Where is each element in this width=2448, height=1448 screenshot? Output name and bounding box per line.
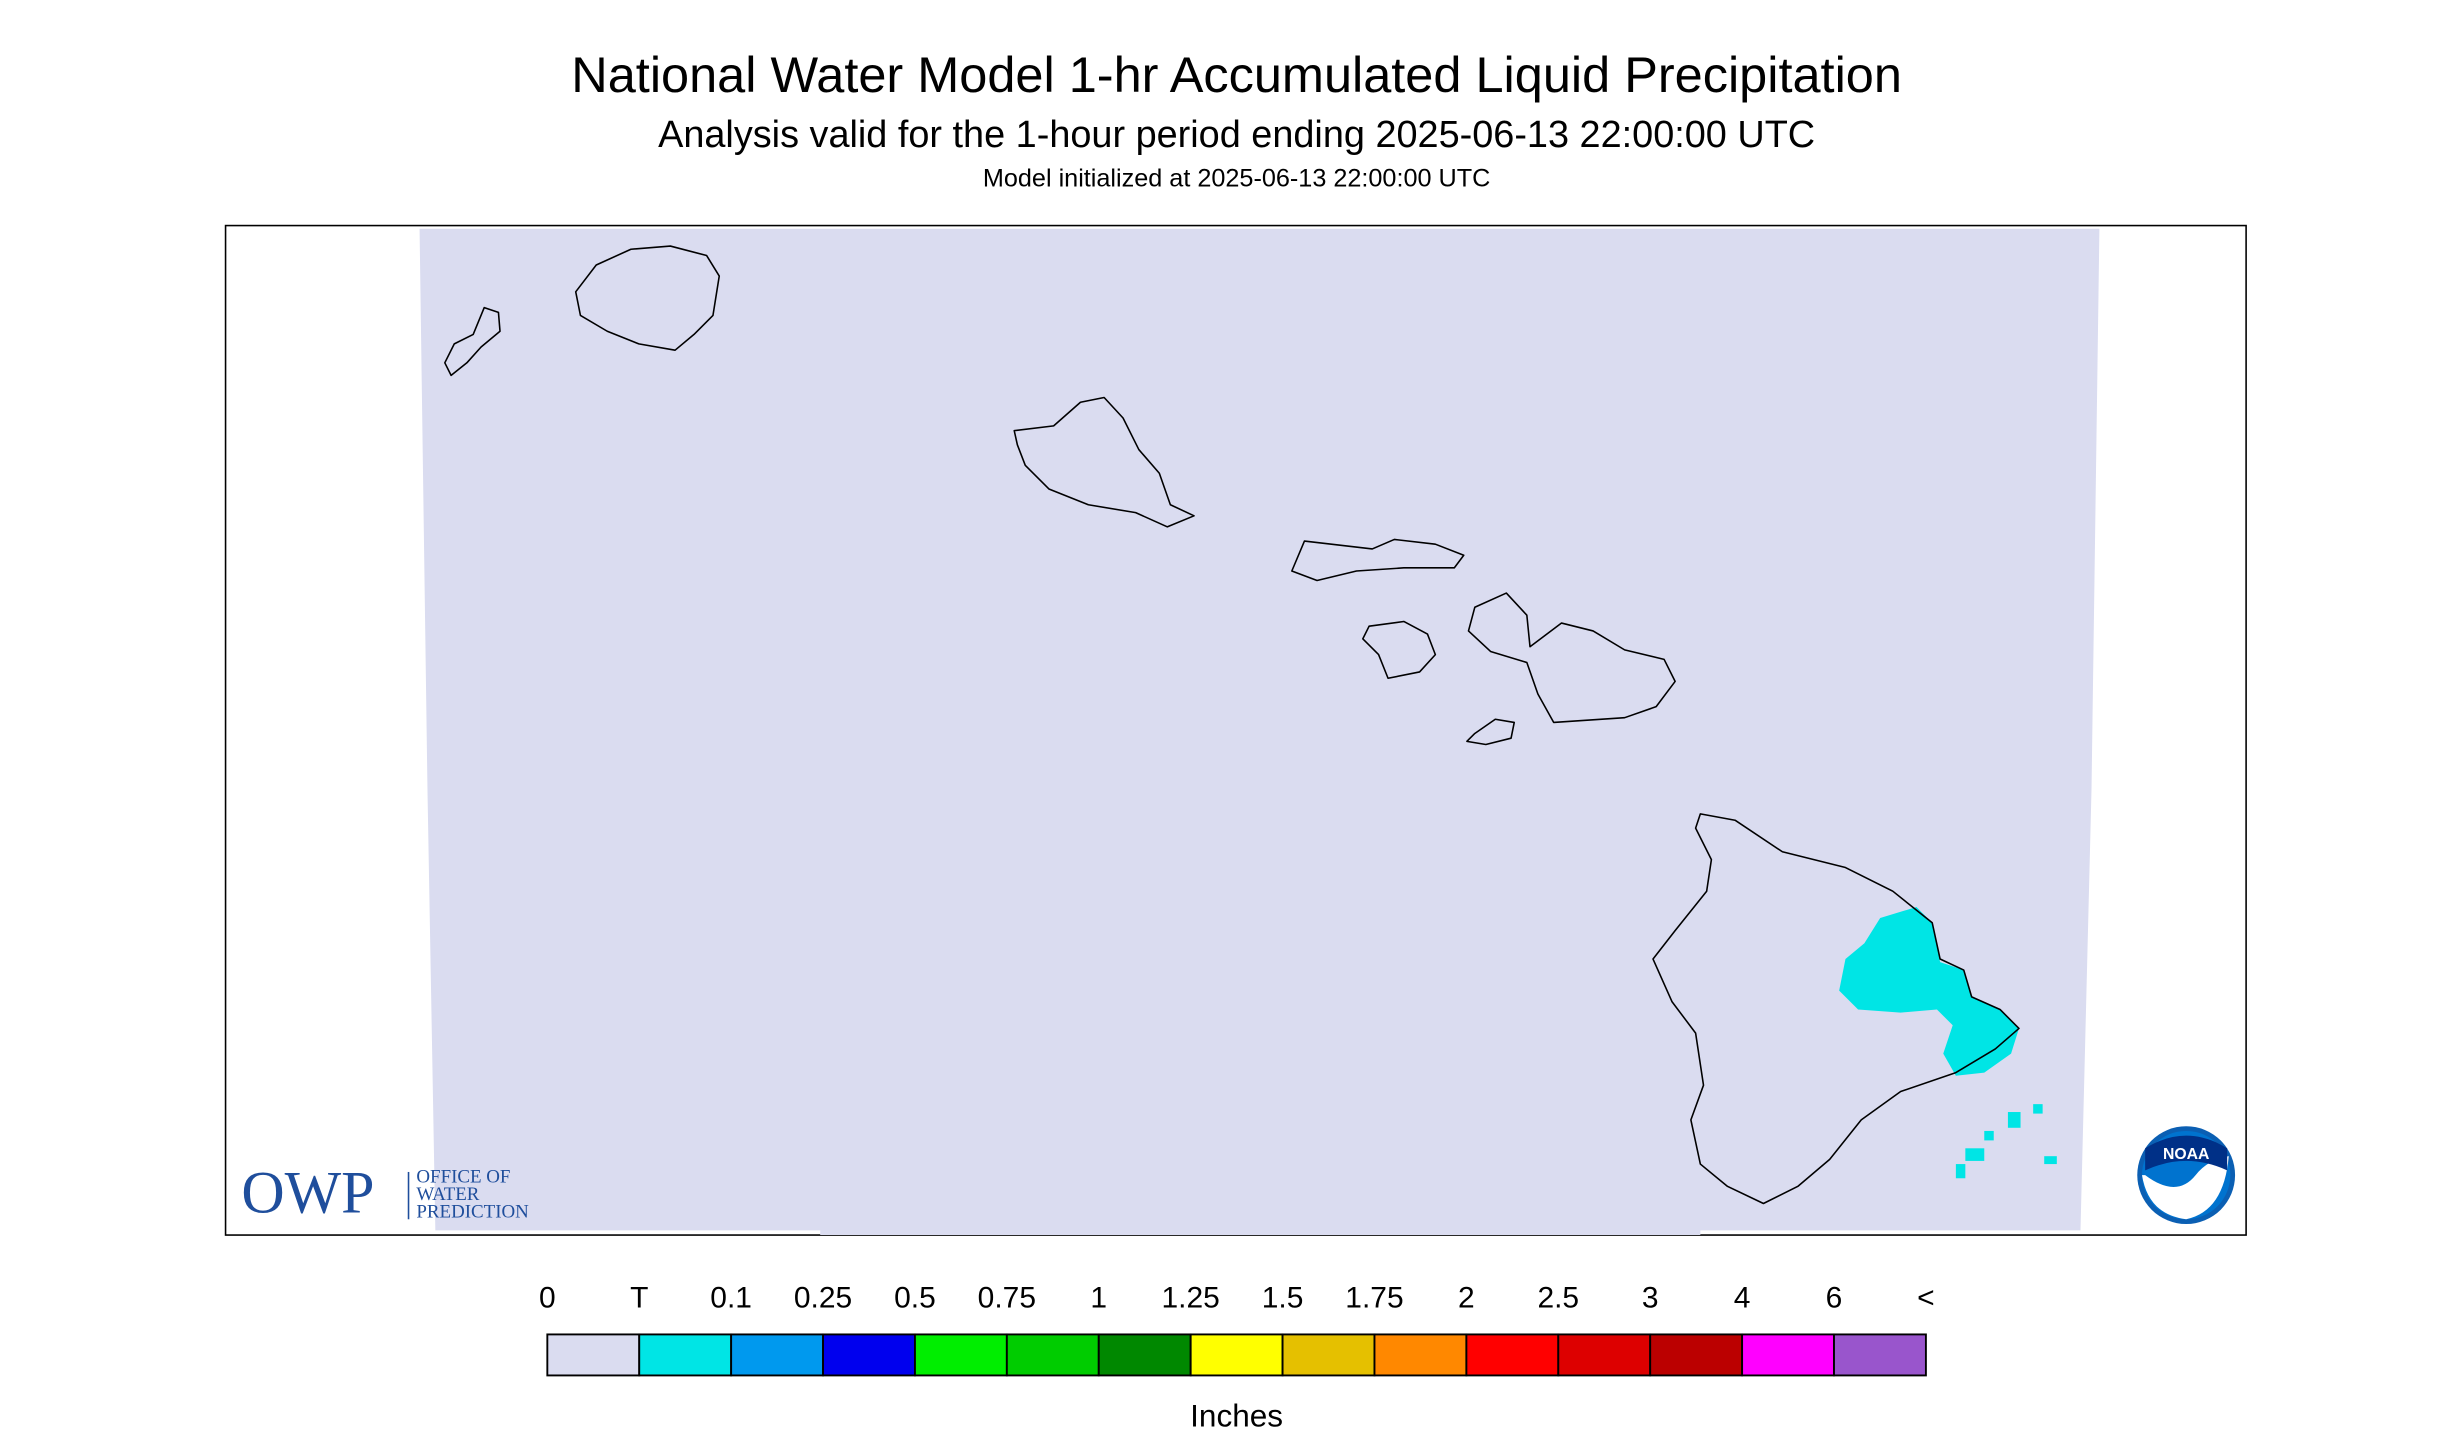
legend-swatch [1373, 1333, 1468, 1377]
precip-patch [2044, 1156, 2057, 1165]
noaa-bird [2142, 1156, 2229, 1220]
legend-swatch [546, 1333, 641, 1377]
legend-swatch [1097, 1333, 1192, 1377]
legend-label: 1 [1090, 1282, 1107, 1315]
legend-swatch [1741, 1333, 1835, 1377]
legend-label: 0 [539, 1282, 556, 1315]
precip-patch [1955, 1164, 1966, 1179]
legend-label: 0.25 [794, 1282, 852, 1315]
hawaii [1652, 813, 2020, 1205]
precip-areas [1839, 906, 2057, 1179]
legend-label: 0.5 [894, 1282, 936, 1315]
precip-patch [1965, 1148, 1985, 1161]
legend-swatch [638, 1333, 733, 1377]
islands [444, 245, 2020, 1205]
legend-swatch [730, 1333, 824, 1377]
legend-swatch [1833, 1333, 1927, 1377]
legend-swatch [822, 1333, 916, 1377]
precip-patch [2033, 1104, 2043, 1114]
title: National Water Model 1-hr Accumulated Li… [571, 46, 1902, 103]
legend-swatch [1649, 1333, 1744, 1377]
legend-label: 6 [1826, 1282, 1843, 1315]
noaa-logo: NOAA [2137, 1126, 2236, 1225]
owp-line: WATER [416, 1184, 479, 1205]
molokai [1291, 538, 1465, 582]
legend-label: 1.75 [1345, 1282, 1403, 1315]
owp-wordmark: OWP [241, 1160, 374, 1226]
legend-swatch [1189, 1333, 1284, 1377]
noaa-band [2145, 1135, 2228, 1171]
init-note: Model initialized at 2025-06-13 22:00:00… [983, 164, 1490, 192]
legend-unit: Inches [1190, 1397, 1283, 1433]
legend-label: 3 [1642, 1282, 1659, 1315]
legend-swatch [914, 1333, 1008, 1377]
legend-label: 2.5 [1537, 1282, 1579, 1315]
owp-line: OFFICE OF [416, 1167, 510, 1188]
legend-label: 4 [1734, 1282, 1751, 1315]
precip-patch [1839, 906, 2019, 1076]
legend-label: T [630, 1282, 648, 1315]
data-domain [419, 228, 2100, 1236]
kahoolawe [1466, 718, 1516, 746]
legend-label: 0.1 [710, 1282, 752, 1315]
legend-swatch [1465, 1333, 1560, 1377]
subtitle: Analysis valid for the 1-hour period end… [658, 114, 1815, 156]
legend-label: < [1917, 1282, 1934, 1315]
legend-label: 1.25 [1162, 1282, 1220, 1315]
oahu [1013, 396, 1195, 528]
precip-patch [1984, 1130, 1994, 1141]
lanai [1362, 620, 1437, 680]
legend-swatch [1281, 1333, 1376, 1377]
owp-line: PREDICTION [416, 1201, 529, 1222]
niihau [444, 306, 501, 377]
noaa-text: NOAA [2163, 1146, 2209, 1163]
legend-swatch [1005, 1333, 1100, 1377]
maui [1467, 592, 1676, 724]
legend: 0 T 0.1 0.25 0.5 0.75 1 1.25 1.5 1.75 2 2.5 3 4 6 < [539, 1282, 1935, 1377]
precip-patch [2007, 1112, 2021, 1128]
legend-swatch [1557, 1333, 1652, 1377]
owp-logo: OWP OFFICE OF WATER PREDICTION [241, 1160, 529, 1226]
legend-label: 0.75 [978, 1282, 1036, 1315]
legend-label: 2 [1458, 1282, 1475, 1315]
kauai [574, 245, 721, 351]
legend-label: 1.5 [1262, 1282, 1304, 1315]
